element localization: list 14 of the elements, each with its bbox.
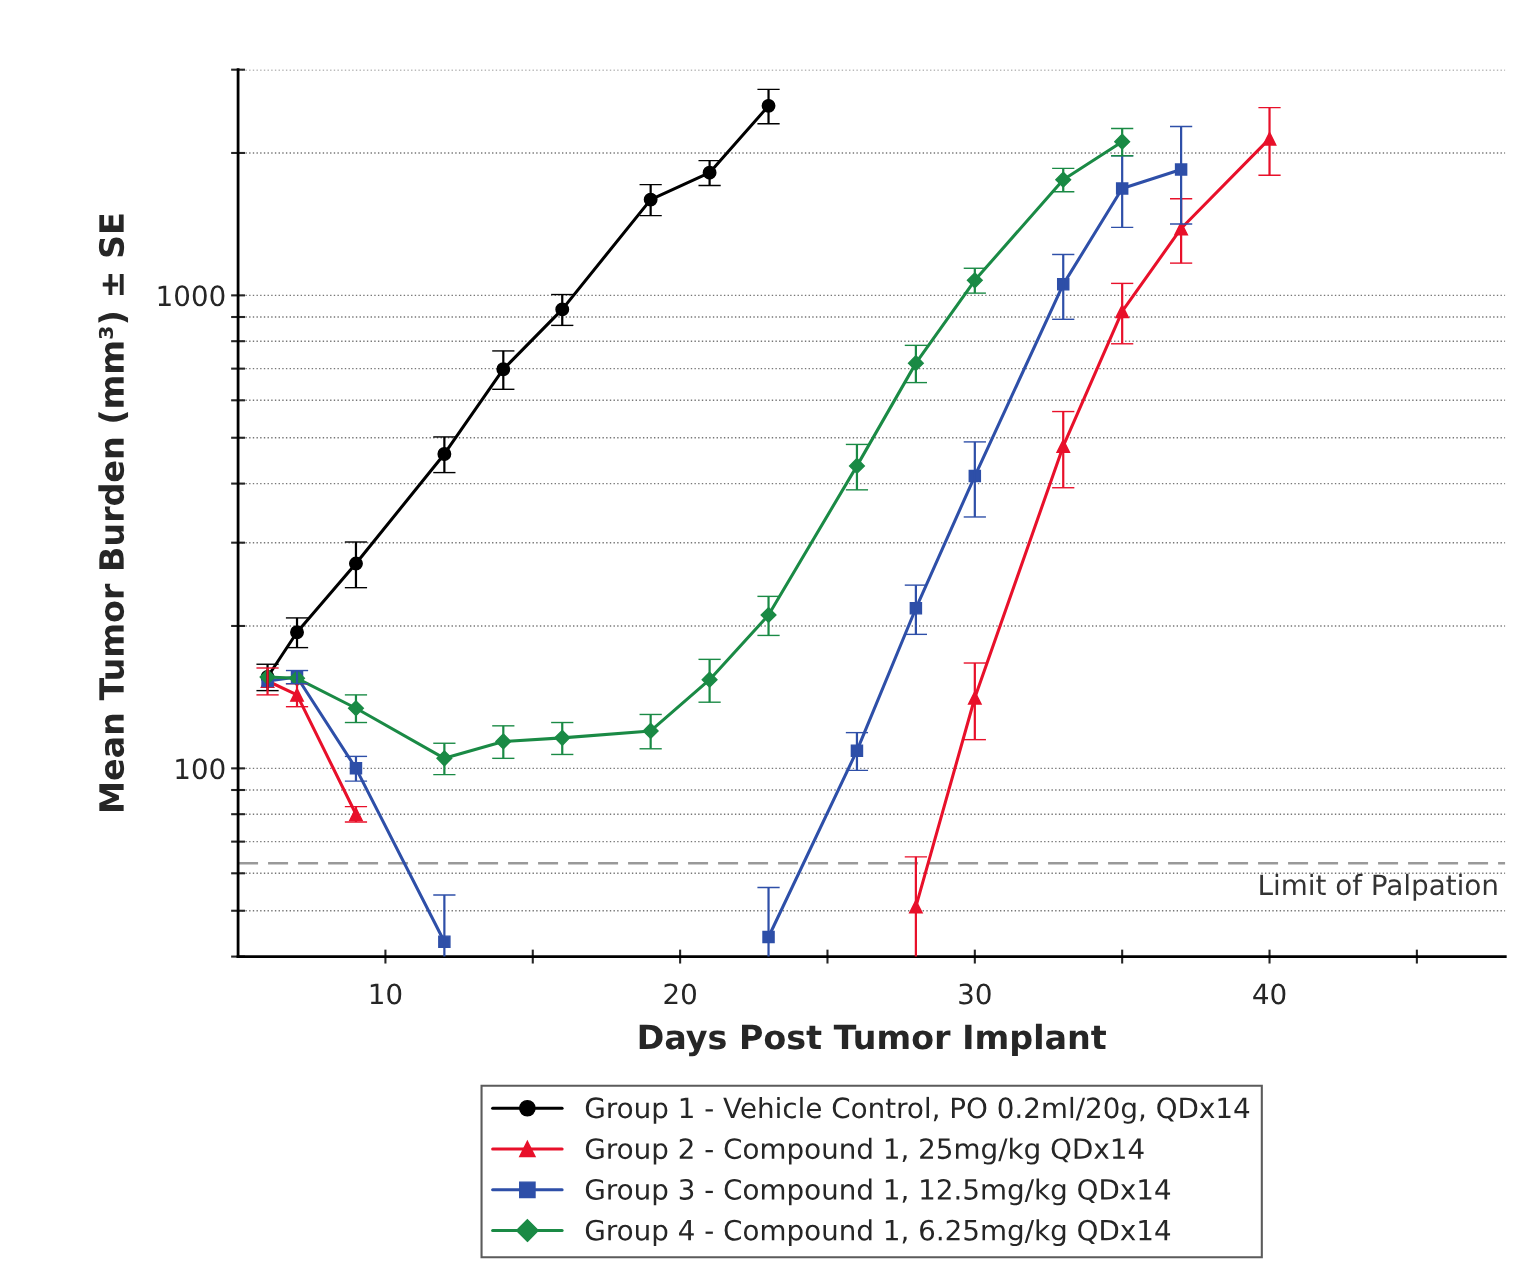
legend-label: Group 1 - Vehicle Control, PO 0.2ml/20g, QDx14 bbox=[585, 1096, 1250, 1124]
point bbox=[438, 935, 451, 948]
legend-label: Group 2 - Compound 1, 25mg/kg QDx14 bbox=[585, 1137, 1144, 1165]
x-tick-label: 20 bbox=[664, 983, 696, 1005]
legend-label: Group 3 - Compound 1, 12.5mg/kg QDx14 bbox=[585, 1178, 1171, 1206]
x-tick-label: 40 bbox=[1253, 983, 1286, 1005]
x-tick-label: 30 bbox=[959, 983, 991, 1005]
x-axis-title: Days Post Tumor Implant bbox=[639, 1023, 1106, 1057]
x-tick-label: 10 bbox=[370, 983, 402, 1005]
ref-line-label: Limit of Palpation bbox=[1260, 873, 1497, 901]
y-axis-title: Mean Tumor Burden (mm³) ± SE bbox=[98, 214, 129, 812]
legend-label: Group 4 - Compound 1, 6.25mg/kg QDx14 bbox=[585, 1219, 1171, 1247]
y-tick-label: 1000 bbox=[158, 285, 225, 307]
y-tick-label: 100 bbox=[176, 758, 225, 780]
